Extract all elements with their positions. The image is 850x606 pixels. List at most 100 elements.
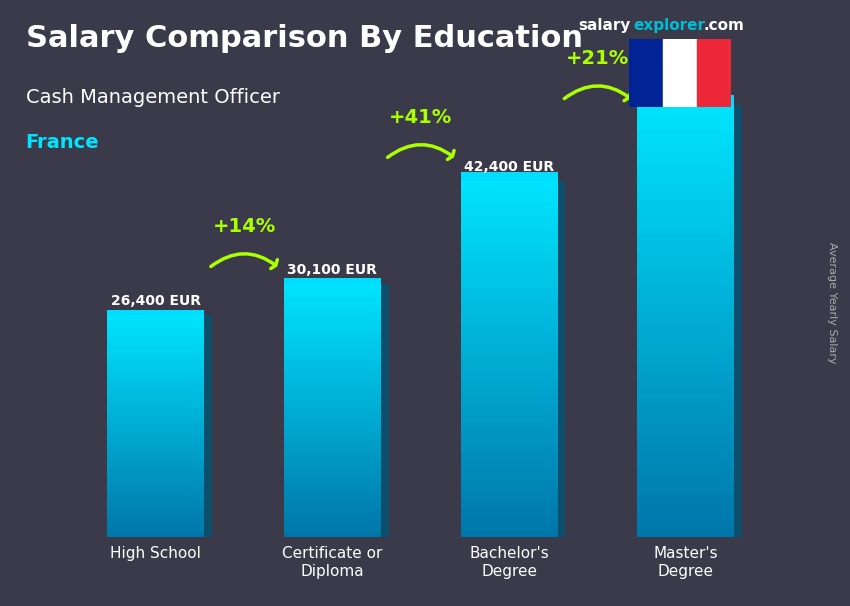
Bar — [107, 501, 204, 506]
Bar — [638, 390, 734, 399]
Bar — [284, 416, 381, 421]
Bar — [638, 459, 734, 468]
Bar — [638, 157, 734, 166]
Bar — [284, 370, 381, 375]
Bar — [284, 335, 381, 340]
Bar — [107, 422, 204, 426]
Bar — [461, 430, 558, 437]
Bar — [107, 514, 204, 519]
Bar — [284, 421, 381, 425]
Bar — [284, 436, 381, 441]
Bar — [638, 105, 734, 114]
Bar — [638, 132, 734, 140]
Bar — [107, 333, 204, 338]
Bar — [638, 226, 734, 235]
Bar — [107, 417, 204, 422]
Bar — [284, 491, 381, 496]
Bar — [461, 508, 558, 516]
Bar — [107, 395, 204, 399]
Bar — [638, 502, 734, 511]
Bar — [284, 501, 381, 507]
Bar — [461, 309, 558, 316]
Bar — [284, 471, 381, 476]
Bar — [284, 466, 381, 471]
Bar — [284, 507, 381, 511]
Bar — [107, 359, 204, 364]
Bar — [461, 238, 558, 245]
Bar — [107, 373, 204, 377]
Bar — [638, 200, 734, 209]
Bar — [284, 345, 381, 350]
Bar — [638, 183, 734, 191]
Bar — [638, 364, 734, 373]
Bar — [638, 287, 734, 295]
Bar — [284, 522, 381, 527]
Bar — [107, 404, 204, 408]
Bar — [107, 351, 204, 355]
Bar — [284, 431, 381, 436]
Bar — [461, 494, 558, 501]
Bar — [461, 231, 558, 238]
Bar — [638, 295, 734, 304]
Bar — [284, 527, 381, 531]
Text: France: France — [26, 133, 99, 152]
Bar — [638, 175, 734, 183]
Bar — [638, 373, 734, 381]
Bar — [284, 531, 381, 537]
Bar — [284, 461, 381, 466]
Bar — [107, 524, 204, 528]
Bar — [461, 416, 558, 423]
Bar — [107, 506, 204, 510]
Bar — [461, 473, 558, 480]
Bar — [107, 315, 204, 319]
Bar — [284, 304, 381, 310]
Bar — [107, 355, 204, 359]
Bar — [107, 368, 204, 373]
Bar — [461, 295, 558, 302]
Bar — [284, 284, 381, 289]
Bar — [284, 319, 381, 325]
Bar — [461, 224, 558, 231]
Bar — [284, 295, 381, 299]
Bar — [461, 451, 558, 459]
Bar — [461, 273, 558, 281]
Bar — [461, 188, 558, 195]
Text: Average Yearly Salary: Average Yearly Salary — [827, 242, 837, 364]
Bar — [461, 437, 558, 444]
Bar — [284, 330, 381, 335]
Bar — [558, 181, 565, 537]
Bar — [638, 416, 734, 425]
Text: Salary Comparison By Education: Salary Comparison By Education — [26, 24, 582, 53]
Bar — [107, 510, 204, 514]
Bar — [461, 252, 558, 259]
Bar — [461, 465, 558, 473]
Bar — [107, 457, 204, 461]
Bar — [284, 401, 381, 405]
Bar — [284, 375, 381, 380]
Bar — [284, 380, 381, 385]
Bar — [461, 501, 558, 508]
Bar — [638, 476, 734, 485]
Bar — [107, 448, 204, 453]
Bar — [461, 373, 558, 380]
Bar — [284, 365, 381, 370]
Bar — [461, 259, 558, 266]
Bar — [638, 252, 734, 261]
Bar — [638, 140, 734, 148]
Bar — [638, 450, 734, 459]
Bar — [107, 444, 204, 448]
Bar — [107, 364, 204, 368]
Bar — [461, 330, 558, 338]
Bar — [107, 408, 204, 413]
Bar — [638, 321, 734, 330]
Bar — [638, 122, 734, 132]
Bar — [284, 516, 381, 522]
Bar — [284, 425, 381, 431]
Bar — [284, 395, 381, 401]
Bar — [284, 360, 381, 365]
FancyBboxPatch shape — [461, 172, 558, 181]
Bar — [284, 446, 381, 451]
Bar — [107, 426, 204, 430]
Bar — [638, 244, 734, 252]
Bar — [284, 390, 381, 395]
